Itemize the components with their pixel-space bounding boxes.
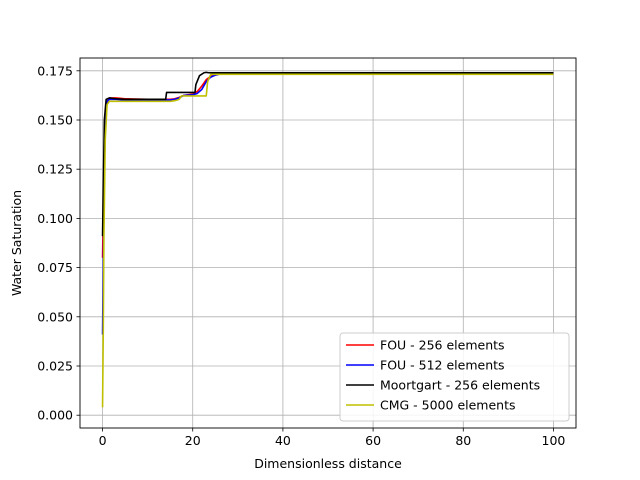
y-tick-label: 0.050 — [37, 309, 73, 324]
series-line-4 — [101, 73, 554, 408]
series-lines — [101, 71, 554, 408]
legend-entry: CMG - 5000 elements — [380, 398, 516, 413]
x-axis-label: Dimensionless distance — [254, 456, 402, 471]
legend: FOU - 256 elements FOU - 512 elements Moor… — [339, 332, 570, 422]
y-tick-label: 0.075 — [37, 260, 73, 275]
legend-entry: Moortgart - 256 elements — [380, 378, 540, 393]
legend-entry: FOU - 256 elements — [380, 338, 505, 353]
y-tick-label: 0.150 — [37, 112, 73, 127]
plot-frame — [79, 57, 577, 429]
y-axis-label: Water Saturation — [9, 190, 24, 296]
grid-lines — [80, 58, 576, 428]
x-tick-label: 0 — [99, 433, 107, 448]
y-tick-label: 0.025 — [37, 359, 73, 374]
y-tick-label: 0.125 — [37, 162, 73, 177]
x-tick-label: 80 — [455, 433, 471, 448]
y-tick-label: 0.100 — [37, 211, 73, 226]
legend-box — [339, 332, 570, 422]
x-axis-ticks: 0 20 40 60 80 100 — [99, 428, 566, 448]
x-tick-label: 40 — [275, 433, 291, 448]
x-tick-label: 20 — [185, 433, 201, 448]
y-axis-ticks: 0.000 0.025 0.050 0.075 0.100 0.125 0.150 0.175 — [37, 63, 80, 423]
y-tick-label: 0.175 — [37, 63, 73, 78]
y-tick-label: 0.000 — [37, 408, 73, 423]
x-tick-label: 60 — [365, 433, 381, 448]
legend-entry: FOU - 512 elements — [380, 358, 505, 373]
series-line-3 — [101, 71, 554, 237]
x-tick-label: 100 — [542, 433, 566, 448]
